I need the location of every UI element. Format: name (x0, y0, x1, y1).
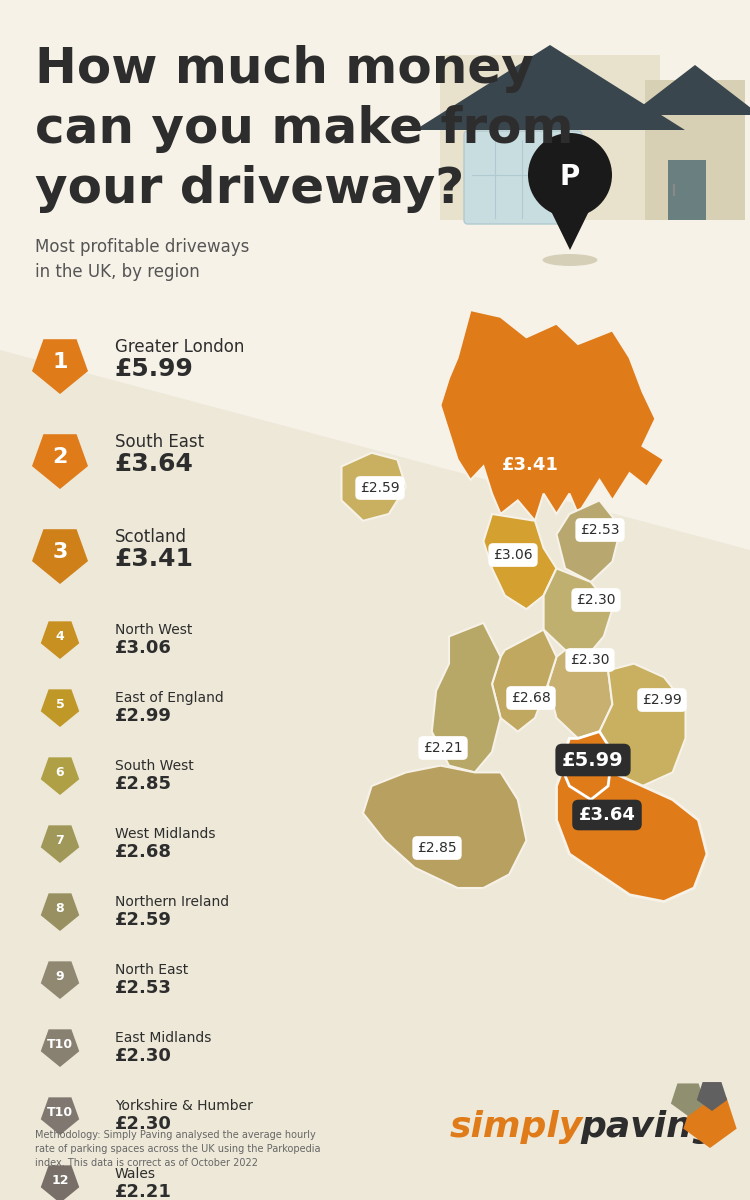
Polygon shape (544, 569, 613, 656)
Text: £2.85: £2.85 (115, 775, 172, 793)
Polygon shape (40, 622, 80, 659)
Polygon shape (32, 434, 88, 490)
Circle shape (528, 133, 612, 217)
Text: £3.41: £3.41 (115, 547, 194, 571)
Text: West Midlands: West Midlands (115, 827, 215, 841)
Text: How much money: How much money (35, 44, 534, 92)
Polygon shape (671, 1084, 705, 1116)
Polygon shape (415, 44, 685, 130)
Text: £3.06: £3.06 (115, 638, 172, 658)
Polygon shape (630, 65, 750, 115)
Text: £3.64: £3.64 (115, 452, 194, 476)
Text: simply: simply (450, 1110, 584, 1144)
Text: £2.85: £2.85 (417, 841, 457, 854)
Text: £2.30: £2.30 (115, 1046, 172, 1066)
Text: £2.53: £2.53 (580, 523, 620, 538)
Text: North West: North West (115, 623, 192, 637)
Ellipse shape (542, 254, 598, 266)
Text: 3: 3 (53, 542, 68, 562)
FancyBboxPatch shape (464, 131, 582, 224)
Polygon shape (40, 1165, 80, 1200)
Text: South East: South East (115, 433, 204, 451)
Polygon shape (683, 1097, 736, 1148)
Polygon shape (556, 500, 621, 582)
Polygon shape (40, 1097, 80, 1135)
Text: P: P (560, 163, 580, 191)
Text: £2.53: £2.53 (115, 979, 172, 997)
Text: 4: 4 (56, 630, 64, 643)
Text: £2.99: £2.99 (642, 692, 682, 707)
Text: £2.30: £2.30 (115, 1115, 172, 1133)
Polygon shape (40, 961, 80, 998)
Polygon shape (492, 630, 556, 732)
Polygon shape (432, 623, 500, 773)
Polygon shape (548, 205, 592, 250)
Text: T10: T10 (47, 1038, 73, 1051)
Text: £2.68: £2.68 (512, 691, 550, 704)
Text: £2.30: £2.30 (576, 593, 616, 607)
Polygon shape (40, 893, 80, 931)
Text: can you make from: can you make from (35, 104, 574, 152)
Polygon shape (341, 452, 406, 521)
Text: £2.99: £2.99 (115, 707, 172, 725)
Text: North East: North East (115, 962, 188, 977)
Text: £2.59: £2.59 (115, 911, 172, 929)
Text: paving: paving (580, 1110, 718, 1144)
Text: 7: 7 (56, 834, 64, 847)
Text: Wales: Wales (115, 1166, 156, 1181)
Polygon shape (599, 664, 686, 786)
Text: Greater London: Greater London (115, 338, 244, 356)
Text: £2.21: £2.21 (115, 1183, 172, 1200)
Polygon shape (32, 529, 88, 584)
Text: South West: South West (115, 758, 194, 773)
Text: 12: 12 (51, 1175, 69, 1188)
Text: 6: 6 (56, 767, 64, 780)
Polygon shape (697, 1082, 728, 1111)
Polygon shape (0, 350, 750, 1200)
Text: Methodology: Simply Paving analysed the average hourly
rate of parking spaces ac: Methodology: Simply Paving analysed the … (35, 1130, 320, 1168)
Text: your driveway?: your driveway? (35, 164, 464, 214)
Polygon shape (40, 826, 80, 863)
Polygon shape (548, 650, 613, 738)
Text: £2.59: £2.59 (360, 481, 400, 494)
Text: East Midlands: East Midlands (115, 1031, 212, 1045)
Text: 5: 5 (56, 698, 64, 712)
Text: 2: 2 (53, 446, 68, 467)
Text: Most profitable driveways
in the UK, by region: Most profitable driveways in the UK, by … (35, 238, 249, 281)
FancyBboxPatch shape (668, 160, 706, 220)
Text: £2.30: £2.30 (570, 653, 610, 667)
Text: 8: 8 (56, 902, 64, 916)
Polygon shape (363, 766, 526, 888)
Text: £3.06: £3.06 (494, 548, 532, 562)
Text: 9: 9 (56, 971, 64, 984)
FancyBboxPatch shape (645, 80, 745, 220)
Polygon shape (561, 732, 613, 799)
FancyBboxPatch shape (440, 55, 660, 220)
Polygon shape (484, 514, 556, 610)
Polygon shape (32, 340, 88, 394)
Text: £5.99: £5.99 (115, 358, 194, 382)
Text: £2.68: £2.68 (115, 842, 172, 862)
Polygon shape (40, 757, 80, 794)
Text: Yorkshire & Humber: Yorkshire & Humber (115, 1099, 253, 1114)
Text: T10: T10 (47, 1106, 73, 1120)
Text: £3.41: £3.41 (502, 456, 559, 474)
Text: Northern Ireland: Northern Ireland (115, 895, 230, 910)
Polygon shape (40, 1030, 80, 1067)
Text: Scotland: Scotland (115, 528, 187, 546)
Polygon shape (440, 310, 664, 521)
Polygon shape (556, 738, 707, 901)
Text: £2.21: £2.21 (423, 740, 463, 755)
Text: East of England: East of England (115, 691, 224, 704)
Text: £3.64: £3.64 (578, 806, 635, 824)
Text: £5.99: £5.99 (562, 750, 624, 769)
Polygon shape (40, 689, 80, 727)
Text: 1: 1 (53, 352, 68, 372)
